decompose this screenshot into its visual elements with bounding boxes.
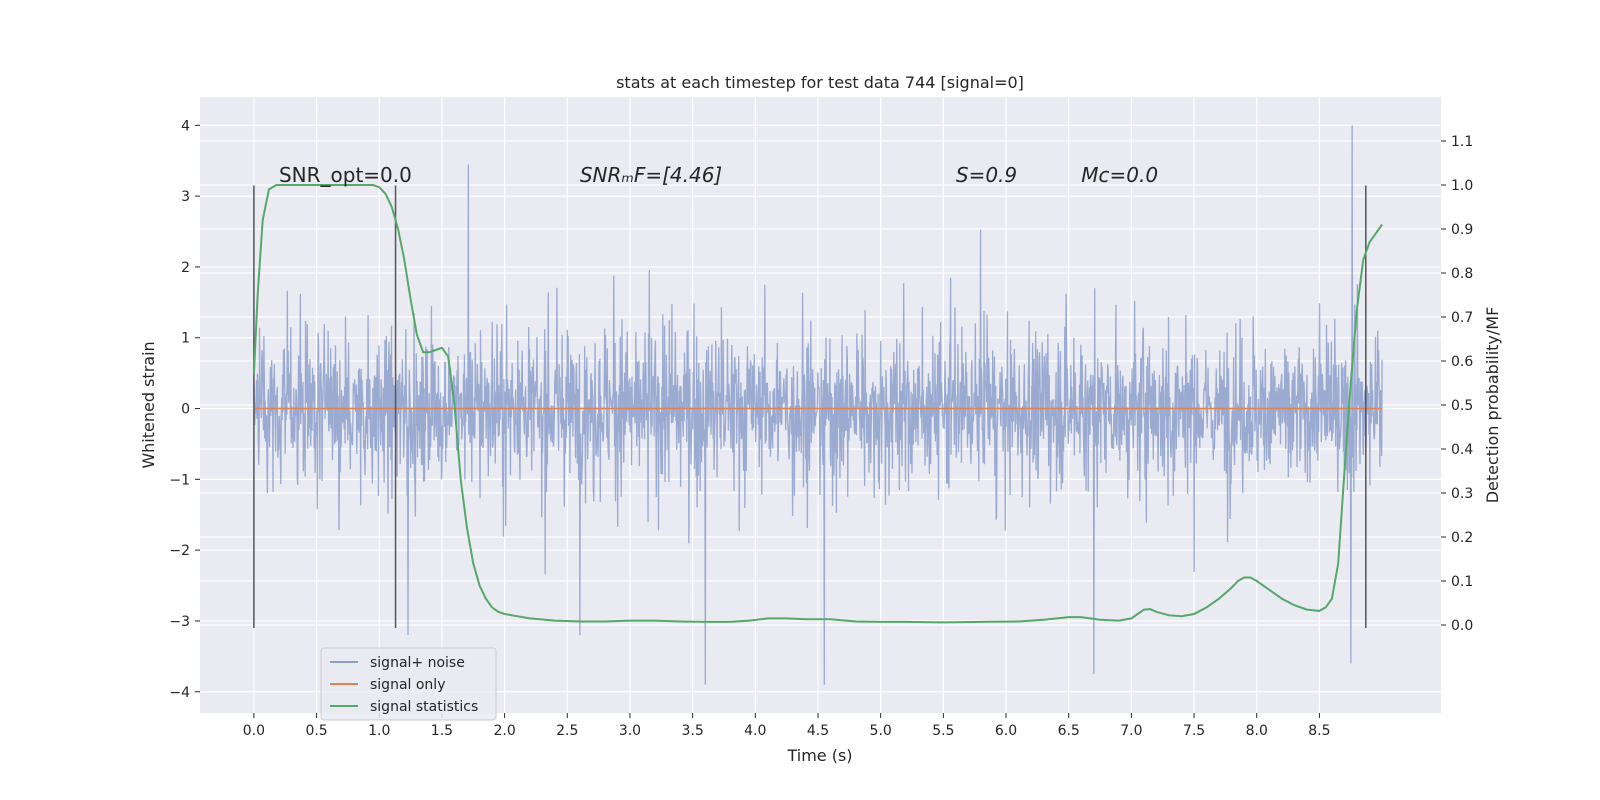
annotation-3: Mᴄ=0.0	[1081, 163, 1158, 187]
annotation-1: SNRₘF=[4.46]	[580, 163, 722, 187]
x-tick-label: 0.5	[305, 723, 327, 739]
x-tick-label: 7.0	[1120, 723, 1142, 739]
y-axis-right-label: Detection probability/MF	[1483, 307, 1502, 504]
y-right-tick-label: 0.9	[1451, 222, 1473, 238]
x-tick-label: 4.0	[744, 723, 766, 739]
x-tick-label: 6.0	[995, 723, 1017, 739]
y-axis-left-label: Whitened strain	[139, 341, 158, 468]
y-right-tick-label: 0.2	[1451, 530, 1473, 546]
annotations: SNR_opt=0.0 SNRₘF=[4.46] S=0.9 Mᴄ=0.0	[279, 163, 1158, 187]
y-right-tick-label: 0.7	[1451, 310, 1473, 326]
x-tick-label: 6.5	[1058, 723, 1080, 739]
legend-label-signal-only: signal only	[370, 677, 445, 693]
y-right-tick-label: 1.1	[1451, 134, 1473, 150]
y-right-tick-label: 0.5	[1451, 398, 1473, 414]
x-tick-label: 1.5	[431, 723, 453, 739]
y-left-tick-label: −1	[169, 472, 190, 488]
legend-label-signal-statistics: signal statistics	[370, 699, 478, 715]
vertical-markers	[253, 185, 1367, 629]
x-tick-label: 1.0	[368, 723, 390, 739]
y-left-tick-label: 2	[181, 260, 190, 276]
x-axis-label: Time (s)	[786, 746, 852, 765]
signal-noise-series	[253, 125, 1383, 685]
x-tick-label: 0.0	[243, 723, 265, 739]
x-tick-label: 7.5	[1183, 723, 1205, 739]
y-right-tick-label: 0.1	[1451, 574, 1473, 590]
x-tick-label: 3.5	[682, 723, 704, 739]
signal-statistics-series	[252, 184, 1383, 624]
signal-statistics-line	[252, 184, 1383, 624]
legend: signal+ noise signal only signal statist…	[320, 647, 497, 721]
y-right-tick-label: 0.0	[1451, 618, 1473, 634]
x-tick-label: 3.0	[619, 723, 641, 739]
annotation-2: S=0.9	[956, 163, 1017, 187]
axis-ticks: 0.0 0.5 1.0 1.5 2.0 2.5 3.0 3.5 4.0 4.5 5.0 5.5 6.0 6…	[169, 118, 1473, 739]
x-tick-label: 5.0	[870, 723, 892, 739]
y-left-tick-label: 3	[181, 189, 190, 205]
y-right-tick-label: 0.8	[1451, 266, 1473, 282]
x-tick-label: 8.0	[1246, 723, 1268, 739]
y-right-tick-label: 0.3	[1451, 486, 1473, 502]
y-left-tick-label: 4	[181, 118, 190, 134]
y-right-tick-label: 0.4	[1451, 442, 1473, 458]
signal-noise-line	[253, 125, 1383, 685]
y-left-tick-label: 1	[181, 331, 190, 347]
y-left-tick-label: −3	[169, 614, 190, 630]
x-tick-label: 5.5	[932, 723, 954, 739]
legend-box	[320, 647, 497, 721]
y-right-tick-label: 1.0	[1451, 178, 1473, 194]
y-right-tick-label: 0.6	[1451, 354, 1473, 370]
x-tick-label: 2.5	[556, 723, 578, 739]
legend-label-signal-noise: signal+ noise	[370, 655, 465, 671]
y-left-tick-label: 0	[181, 402, 190, 418]
x-tick-label: 2.0	[493, 723, 515, 739]
x-tick-label: 4.5	[807, 723, 829, 739]
annotation-0: SNR_opt=0.0	[279, 163, 412, 187]
x-tick-label: 8.5	[1308, 723, 1330, 739]
y-left-tick-label: −2	[169, 543, 190, 559]
y-left-tick-label: −4	[169, 685, 190, 701]
chart-title: stats at each timestep for test data 744…	[616, 73, 1024, 92]
